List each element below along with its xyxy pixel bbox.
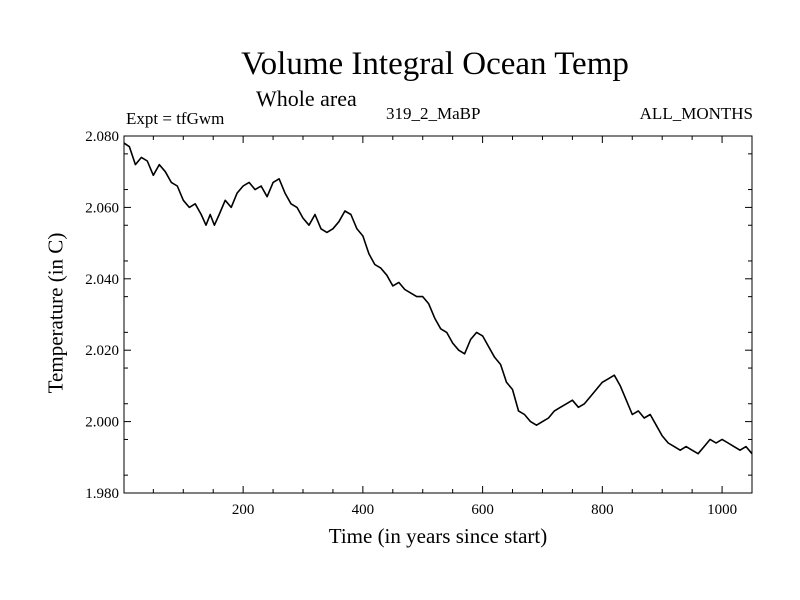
plot-frame xyxy=(123,135,753,494)
y-tick-label: 2.020 xyxy=(85,343,119,359)
y-tick-label: 2.040 xyxy=(85,272,119,288)
series-line xyxy=(123,142,753,455)
x-tick-label: 1000 xyxy=(707,502,737,518)
y-tick-label: 1.980 xyxy=(85,486,119,502)
chart-title: Volume Integral Ocean Temp xyxy=(241,46,629,82)
x-tick-label: 200 xyxy=(232,502,255,518)
series-group xyxy=(123,142,753,455)
x-axis-label: Time (in years since start) xyxy=(328,524,548,548)
y-tick-label: 2.060 xyxy=(85,200,119,216)
axis-ticks: 200 400 600 800 1000 1.980 2.000 2.020 2.040 2.06… xyxy=(85,129,752,518)
y-tick-label: 2.000 xyxy=(85,415,119,431)
run-label: 319_2_MaBP xyxy=(386,104,481,123)
x-tick-label: 600 xyxy=(471,502,494,518)
months-label: ALL_MONTHS xyxy=(639,104,753,123)
y-tick-label: 2.080 xyxy=(85,129,119,145)
chart-subtitle: Whole area xyxy=(256,86,357,111)
x-tick-label: 800 xyxy=(591,502,614,518)
experiment-label: Expt = tfGwm xyxy=(126,109,225,128)
x-tick-label: 400 xyxy=(352,502,375,518)
